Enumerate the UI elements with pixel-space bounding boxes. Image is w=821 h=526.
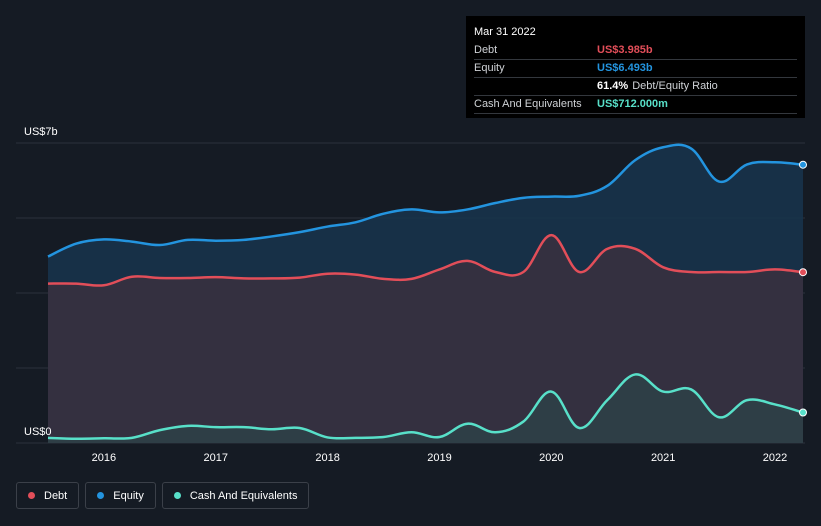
line-debt [47, 233, 804, 287]
end-marker-equity [799, 160, 807, 169]
tooltip-debt-value: US$3.985b [597, 44, 653, 56]
tooltip-date: Mar 31 2022 [474, 26, 536, 38]
tooltip-row-cash: Cash And Equivalents US$712.000m [474, 96, 797, 114]
tooltip-row-equity: Equity US$6.493b [474, 60, 797, 78]
tooltip-ratio-value: 61.4% [597, 80, 629, 92]
tooltip-panel: Mar 31 2022 Debt US$3.985b Equity US$6.4… [466, 16, 805, 118]
legend-item-debt[interactable]: Debt [16, 482, 80, 509]
end-markers [799, 160, 807, 417]
x-tick-label: 2017 [204, 452, 228, 464]
line-cash-and-equivalents [47, 373, 804, 440]
debt-dot-icon [28, 492, 35, 499]
x-axis-ticks: 2016 2017 2018 2019 2020 2021 2022 [92, 452, 788, 464]
x-tick-label: 2018 [315, 452, 339, 464]
end-marker-debt [799, 268, 807, 277]
end-marker-cash-and-equivalents [799, 408, 807, 417]
tooltip-debt-label: Debt [474, 44, 498, 56]
cash-dot-icon [173, 492, 181, 499]
x-tick-label: 2016 [92, 452, 116, 464]
tooltip-ratio-label: Debt/Equity Ratio [632, 80, 718, 92]
tooltip-cash-value: US$712.000m [597, 98, 668, 110]
x-tick-label: 2022 [763, 452, 787, 464]
legend-label-cash: Cash And Equivalents [189, 489, 298, 502]
tooltip-row-ratio: 61.4% Debt/Equity Ratio [474, 78, 797, 96]
y-axis-top-label: US$7b [24, 126, 58, 138]
tooltip-row-debt: Debt US$3.985b [474, 42, 797, 60]
legend-label-equity: Equity [113, 489, 144, 502]
legend-item-equity[interactable]: Equity [85, 482, 156, 509]
series-lines [47, 143, 804, 440]
legend-label-debt: Debt [44, 489, 68, 502]
y-axis-bottom-label: US$0 [24, 426, 52, 438]
x-tick-label: 2020 [539, 452, 563, 464]
tooltip-equity-label: Equity [474, 62, 505, 74]
x-tick-label: 2021 [651, 452, 675, 464]
tooltip-equity-value: US$6.493b [597, 62, 653, 74]
x-tick-label: 2019 [427, 452, 451, 464]
tooltip-cash-label: Cash And Equivalents [474, 98, 582, 110]
line-equity [47, 143, 804, 258]
area-cash-and-equivalents [48, 374, 803, 443]
legend-item-cash[interactable]: Cash And Equivalents [161, 482, 310, 509]
legend: Debt Equity Cash And Equivalents [16, 482, 310, 509]
equity-dot-icon [97, 492, 105, 499]
